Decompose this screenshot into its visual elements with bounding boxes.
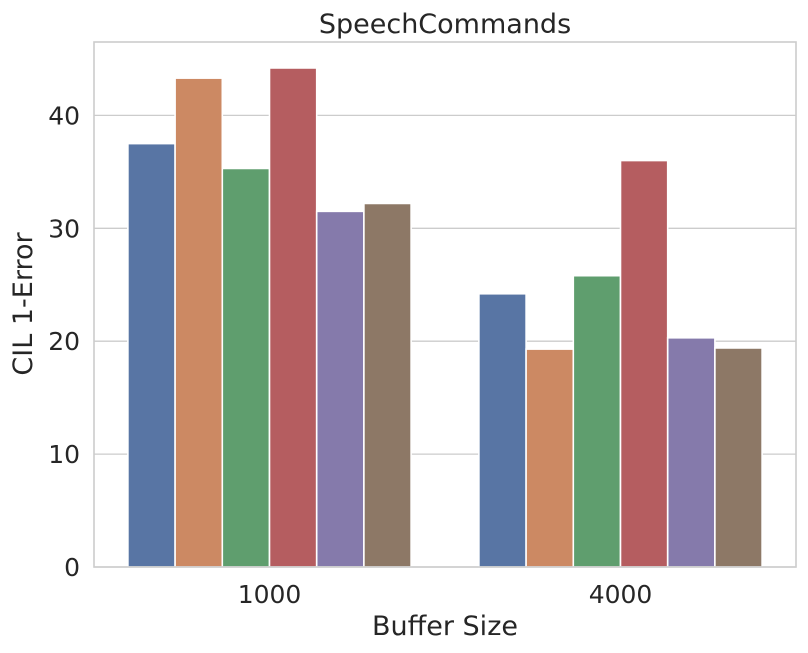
bar-4000-series-1 — [478, 292, 527, 568]
bar-1000-series-3 — [221, 167, 271, 568]
y-tick-label: 20 — [48, 327, 80, 356]
y-tick-label: 30 — [48, 214, 80, 243]
y-axis-ticks: 0 10 20 30 40 — [48, 101, 80, 582]
x-tick-label: 1000 — [238, 580, 302, 609]
bar-1000-series-5 — [315, 210, 365, 568]
bar-1000-series-1 — [127, 142, 176, 568]
bar-4000-series-2 — [525, 348, 575, 568]
y-tick-label: 0 — [64, 553, 80, 582]
x-axis-label: Buffer Size — [372, 611, 518, 642]
plot-area — [93, 41, 797, 568]
x-tick-label: 4000 — [589, 580, 653, 609]
bar-1000-series-6 — [363, 202, 412, 568]
y-tick-label: 10 — [48, 440, 80, 469]
chart-title: SpeechCommands — [319, 9, 571, 40]
bars — [127, 67, 763, 568]
bar-4000-series-6 — [714, 347, 763, 568]
y-axis-label: CIL 1-Error — [8, 232, 39, 376]
x-axis-ticks: 1000 4000 — [238, 580, 653, 609]
y-tick-label: 40 — [48, 101, 80, 130]
bar-4000-series-5 — [666, 337, 716, 568]
bar-4000-series-3 — [572, 274, 622, 568]
bar-1000-series-2 — [174, 77, 224, 568]
bar-4000-series-4 — [619, 159, 669, 568]
bar-1000-series-4 — [268, 67, 318, 568]
